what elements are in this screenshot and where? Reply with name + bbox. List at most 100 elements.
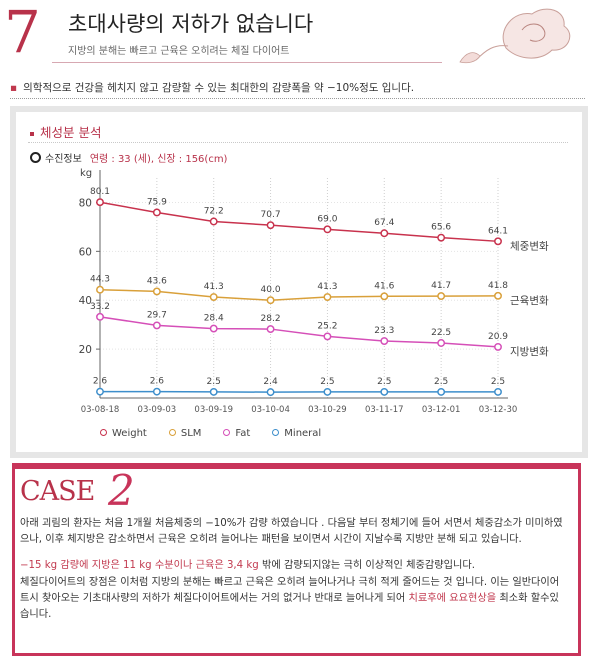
body-composition-panel: 체성분 분석 수진정보 연령 : 33 (세), 신장 : 156(cm) kg 2… [10,106,588,458]
legend-item-weight: Weight [100,428,147,439]
x-tick-label: 03-10-04 [251,405,290,415]
panel-title: 체성분 분석 [30,122,101,141]
data-label-weight: 80.1 [90,187,110,197]
data-point-slm [96,285,104,294]
intro-text: ▪ 의학적으로 건강을 헤치지 않고 감량할 수 있는 최대한의 감량폭을 약 −… [10,82,415,94]
legend-marker-icon [168,429,176,436]
body-composition-chart: kg 20 40 60 80 03-08-18 03-09-03 03-09-19 03-10-… [79,168,549,415]
data-label-slm: 41.7 [431,281,451,291]
data-point-mineral [380,387,389,396]
data-label-fat: 28.2 [261,314,281,324]
data-label-weight: 72.2 [204,207,224,217]
subject-info: 수진정보 연령 : 33 (세), 신장 : 156(cm) [30,150,227,165]
data-point-slm [323,293,332,301]
data-label-fat: 22.5 [431,328,451,338]
data-point-weight [152,208,161,217]
data-point-mineral [437,387,446,396]
legend-marker-icon [272,429,280,436]
data-point-mineral [96,387,104,396]
data-point-weight [96,198,104,207]
data-label-mineral: 2.5 [377,377,391,387]
series-line-slm [99,288,499,301]
data-point-fat [152,321,161,330]
y-tick-label: 60 [79,246,92,258]
data-point-slm [266,296,275,305]
circle-bullet-icon [30,152,41,163]
data-point-fat [380,337,389,345]
data-point-slm [152,287,161,296]
data-point-weight [266,221,275,230]
series-line-weight [99,201,499,243]
legend-label: Mineral [284,428,322,439]
x-tick-label: 03-08-18 [81,405,120,415]
x-tick-label: 03-12-01 [422,405,461,415]
x-tick-label: 03-09-19 [194,405,233,415]
case-number: 2 [108,466,135,515]
data-point-weight [323,225,332,234]
page-title: 초대사량의 저하가 없습니다 [68,12,314,36]
panel-divider [28,142,568,143]
chart-legend: Weight SLM Fat Mineral [100,428,343,439]
case-box [12,463,581,656]
data-label-mineral: 2.6 [93,377,108,387]
case-paragraph-2: −15 kg 감량에 지방은 11 kg 수분이나 근육은 3,4 kg 밖에 … [20,560,476,572]
data-point-fat [494,342,502,351]
legend-item-fat: Fat [223,428,250,439]
x-tick-label: 03-09-03 [138,405,177,415]
x-tick-label: 03-10-29 [308,405,347,415]
data-point-mineral [209,387,218,396]
case-highlight-1: −15 kg 감량에 지방은 11 kg 수분이나 근육은 3,4 kg [20,560,259,572]
data-label-weight: 67.4 [374,218,394,228]
data-label-slm: 40.0 [261,285,281,295]
page-header: 7 초대사량의 저하가 없습니다 지방의 분해는 빠르고 근육은 오히려는 체질… [0,0,594,66]
data-label-fat: 23.3 [374,326,394,336]
data-label-fat: 33.2 [90,302,110,312]
data-label-slm: 41.6 [374,281,394,291]
flower-illustration [459,8,571,64]
legend-marker-icon [100,429,107,436]
data-label-mineral: 2.5 [491,377,505,387]
data-label-mineral: 2.5 [207,377,221,387]
series-line-fat [99,316,499,348]
data-point-fat [96,312,104,321]
data-label-weight: 64.1 [488,226,508,236]
square-bullet-icon [30,131,34,136]
data-point-slm [380,292,389,301]
data-point-slm [437,292,446,301]
data-label-weight: 70.7 [261,210,281,220]
data-label-fat: 25.2 [317,321,337,331]
data-label-fat: 29.7 [147,310,167,320]
data-point-mineral [152,387,161,396]
data-point-weight [437,233,446,242]
legend-label: SLM [180,428,202,439]
y-tick-label: 20 [79,344,92,356]
data-point-slm [209,293,218,301]
case-label: CASE [20,476,95,507]
legend-label: Weight [112,428,147,439]
series-label-fat: 지방변화 [510,346,549,358]
series-label-weight: 체중변화 [510,240,549,252]
data-label-mineral: 2.5 [434,377,448,387]
data-point-slm [494,291,502,300]
page-subtitle: 지방의 분해는 빠르고 근육은 오히려는 체질 다이어트 [68,46,290,57]
data-point-weight [380,229,389,238]
data-label-mineral: 2.4 [263,377,278,387]
data-label-slm: 44.3 [90,275,110,285]
case-highlight-2: 치료후에 요요현상을 [408,592,497,604]
data-label-slm: 41.8 [488,281,508,291]
case-description: 아래 괴림의 환자는 처음 1개월 처음체중의 −10%가 감량 하였습니다 .… [20,516,568,633]
data-point-fat [437,339,446,347]
data-point-fat [266,325,275,334]
data-label-weight: 75.9 [147,197,167,207]
data-point-mineral [494,387,502,396]
case-paragraph-1: 아래 괴림의 환자는 처음 1개월 처음체중의 −10%가 감량 하였습니다 .… [20,518,563,546]
series-label-slm: 근육변화 [510,295,549,307]
data-label-fat: 20.9 [488,332,508,342]
legend-item-mineral: Mineral [272,428,321,439]
data-label-mineral: 2.6 [150,377,165,387]
intro-divider [10,98,585,99]
data-label-weight: 65.6 [431,223,451,233]
data-label-fat: 28.4 [204,314,224,324]
data-label-slm: 41.3 [317,282,337,292]
subject-details: 연령 : 33 (세), 신장 : 156(cm) [89,154,228,165]
